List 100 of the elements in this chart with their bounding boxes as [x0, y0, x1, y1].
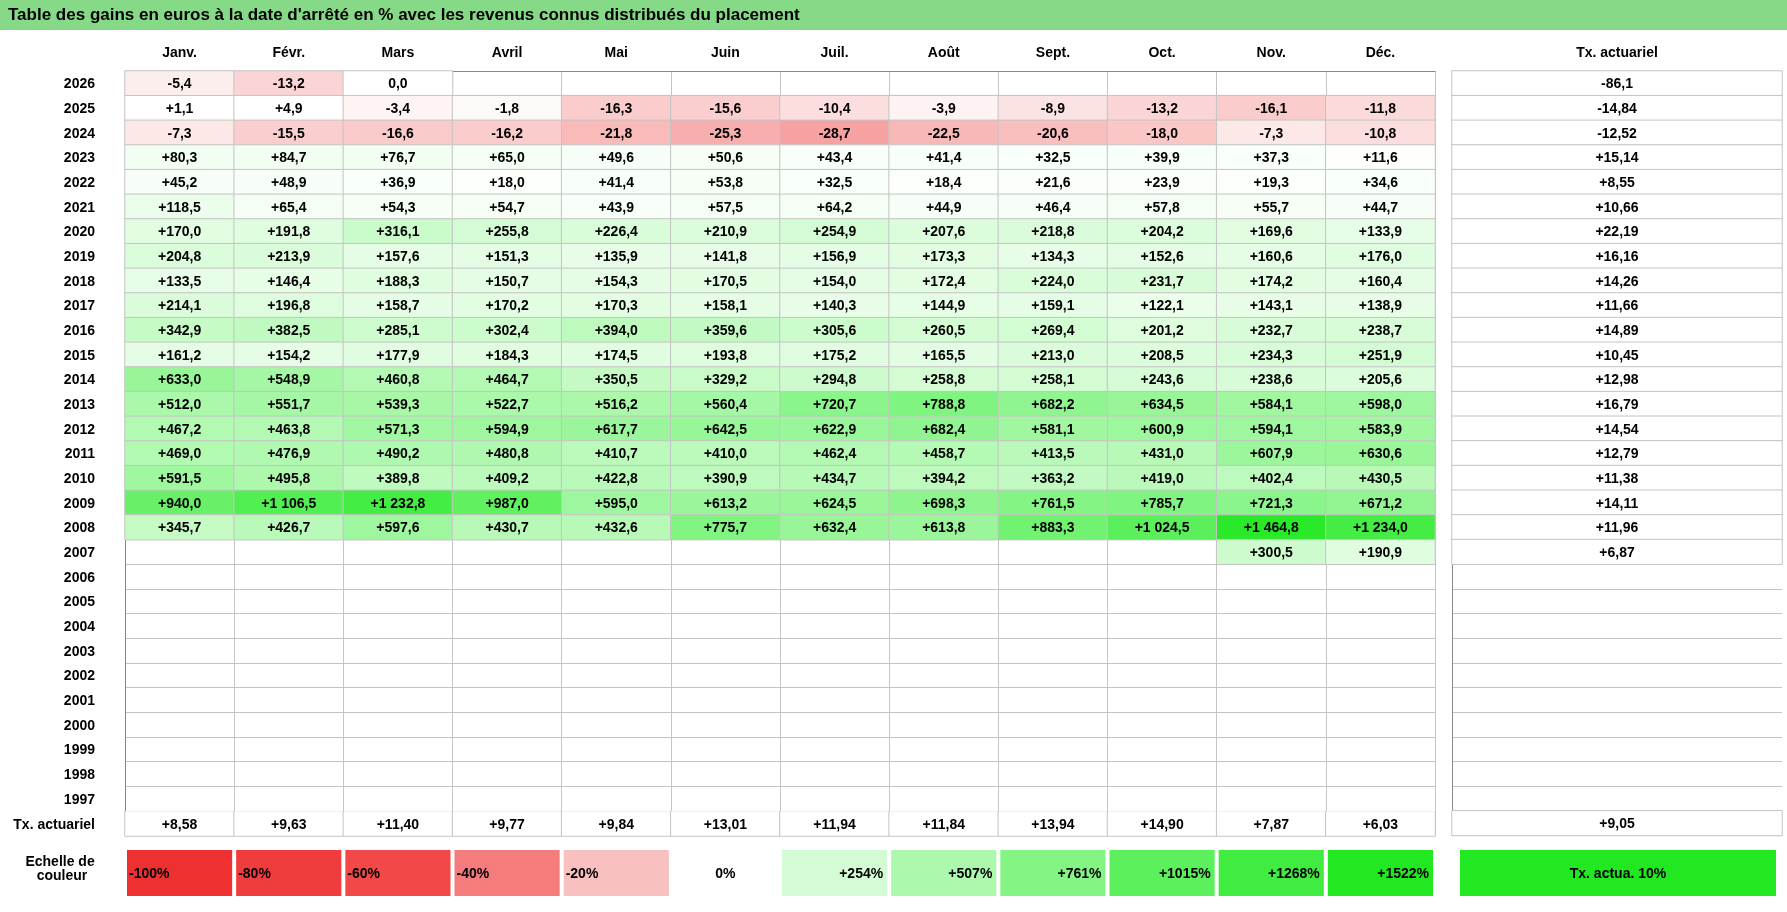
data-label: +522,7 — [485, 396, 529, 412]
data-label: +458,7 — [922, 445, 966, 462]
data-label: +84,7 — [271, 149, 307, 166]
data-label: +15,14 — [1595, 149, 1639, 166]
data-label: +462,4 — [812, 445, 857, 462]
data-label: +269,4 — [1031, 322, 1075, 338]
data-label: +243,6 — [1140, 371, 1184, 388]
data-label: +118,5 — [158, 198, 202, 215]
data-label: +1 464,8 — [1243, 519, 1299, 536]
data-label: +45,2 — [161, 174, 198, 190]
data-label: -11,8 — [1364, 100, 1397, 116]
data-label: +394,2 — [922, 470, 966, 486]
data-label: +1,1 — [165, 100, 194, 116]
y-tick-label: 2016 — [63, 322, 96, 338]
data-label: +46,4 — [1035, 198, 1071, 215]
data-label: +788,8 — [922, 396, 966, 412]
x-tick-label: Juin — [711, 44, 740, 60]
data-label: +213,9 — [267, 248, 311, 264]
data-label: +208,5 — [1140, 346, 1184, 363]
data-label: +191,8 — [267, 223, 311, 240]
data-label: -18,0 — [1146, 124, 1179, 141]
data-label: +613,8 — [922, 519, 966, 536]
data-label: +32,5 — [816, 174, 853, 190]
y-tick-label: 2022 — [63, 174, 96, 190]
data-label: +305,6 — [812, 322, 857, 338]
y-tick-label: 2011 — [64, 445, 96, 462]
y-tick-label: 2002 — [63, 667, 96, 684]
data-label: +170,3 — [594, 297, 639, 314]
data-label: -3,4 — [385, 100, 411, 116]
data-label: +584,1 — [1249, 396, 1294, 412]
data-label: +11,84 — [922, 815, 966, 832]
data-label: +49,6 — [598, 149, 635, 166]
data-label: +300,5 — [1249, 544, 1294, 560]
data-label: -3,9 — [931, 100, 957, 116]
data-label: +224,0 — [1031, 272, 1075, 289]
data-label: +583,9 — [1358, 420, 1403, 437]
data-label: +10,45 — [1595, 346, 1639, 363]
data-label: +255,8 — [485, 223, 529, 240]
data-label: +1015% — [1158, 865, 1212, 881]
data-label: +158,7 — [376, 297, 420, 314]
y-tick-label: 2012 — [63, 420, 96, 437]
data-label: +174,5 — [594, 346, 639, 363]
data-label: +210,9 — [703, 223, 748, 240]
data-label: -14,84 — [1597, 99, 1638, 116]
data-label: +581,1 — [1031, 420, 1075, 437]
data-label: +594,1 — [1249, 420, 1294, 437]
x-tick-label: Févr. — [272, 44, 306, 60]
data-label: +490,2 — [376, 445, 420, 462]
data-label: +720,7 — [812, 396, 857, 412]
data-label: +43,9 — [598, 198, 635, 215]
data-label: +80,3 — [161, 149, 198, 166]
data-label: +11,66 — [1595, 297, 1639, 314]
y-tick-label: 2023 — [63, 149, 96, 166]
data-label: +516,2 — [594, 396, 639, 412]
data-label: +53,8 — [707, 174, 744, 190]
data-label: +426,7 — [267, 519, 311, 536]
data-label: +150,7 — [485, 272, 529, 289]
data-label: +548,9 — [267, 371, 311, 388]
data-label: +218,8 — [1031, 223, 1075, 240]
y-tick-label: 2010 — [63, 470, 96, 486]
data-label: +382,5 — [267, 322, 311, 338]
data-label: +234,3 — [1249, 346, 1294, 363]
data-label: +1522% — [1377, 865, 1430, 881]
text: Tx. actua. 10% — [1569, 865, 1667, 881]
data-label: +469,0 — [157, 445, 202, 462]
data-label: +170,2 — [485, 297, 529, 314]
data-label: 0% — [715, 865, 737, 881]
data-label: +682,2 — [1031, 396, 1075, 412]
data-label: +413,5 — [1031, 445, 1075, 462]
x-tick-label: Août — [927, 44, 961, 60]
data-label: +133,9 — [1358, 223, 1403, 240]
data-label: +671,2 — [1358, 494, 1403, 511]
data-label: -20% — [565, 865, 599, 881]
data-label: +43,4 — [816, 149, 853, 166]
data-label: +402,4 — [1249, 470, 1294, 486]
data-label: +158,1 — [703, 297, 748, 314]
data-label: +36,9 — [380, 174, 416, 190]
x-tick-label: Mai — [604, 44, 628, 60]
y-tick-label: 2003 — [63, 642, 96, 659]
data-label: -86,1 — [1601, 75, 1634, 92]
data-label: +226,4 — [594, 223, 639, 240]
data-label: -13,2 — [272, 75, 305, 92]
data-label: +254,9 — [812, 223, 857, 240]
data-label: +64,2 — [816, 198, 853, 215]
data-label: +175,2 — [812, 346, 857, 363]
data-label: +617,7 — [594, 420, 639, 437]
y-tick-label: 2017 — [63, 297, 96, 314]
data-label: +188,3 — [376, 272, 420, 289]
data-label: +57,8 — [1144, 198, 1180, 215]
data-label: +204,2 — [1140, 223, 1184, 240]
data-label: +410,0 — [703, 445, 748, 462]
data-label: +12,79 — [1595, 445, 1639, 462]
y-tick-label: 2024 — [63, 124, 96, 141]
text: Echelle de couleur — [25, 853, 99, 883]
data-label: -12,52 — [1597, 124, 1638, 141]
data-label: -15,6 — [709, 100, 742, 116]
data-label: -16,3 — [600, 100, 633, 116]
data-label: +157,6 — [376, 248, 420, 264]
data-label: +9,63 — [271, 815, 307, 832]
data-label: +624,5 — [812, 494, 857, 511]
